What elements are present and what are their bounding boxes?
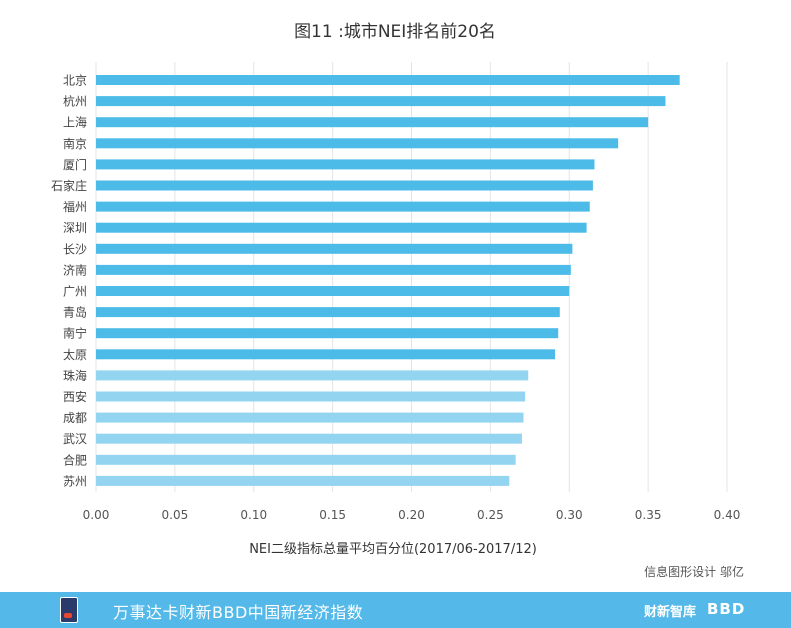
bar [96, 264, 571, 275]
x-tick-label: 0.30 [556, 508, 583, 522]
category-label: 太原 [63, 347, 87, 362]
category-label: 南京 [63, 136, 87, 151]
bar [96, 180, 593, 191]
bar [96, 454, 516, 465]
x-tick-label: 0.40 [714, 508, 741, 522]
bar [96, 222, 587, 233]
bar [96, 159, 595, 170]
category-label: 上海 [63, 115, 87, 130]
bar [96, 370, 529, 381]
bar [96, 138, 619, 149]
bar [96, 243, 573, 254]
bar [96, 328, 559, 339]
category-label: 福州 [63, 199, 87, 214]
category-label: 石家庄 [51, 178, 87, 193]
bar [96, 75, 680, 85]
category-label: 西安 [63, 389, 87, 404]
x-axis-label: NEI二级指标总量平均百分位(2017/06-2017/12) [249, 542, 537, 557]
x-tick-label: 0.15 [319, 508, 346, 522]
chart-title: 图11 :城市NEI排名前20名 [294, 22, 496, 42]
caixin-think-tank-logo: 财新智库 [644, 605, 697, 620]
category-label: 长沙 [63, 242, 87, 256]
category-label: 厦门 [63, 157, 87, 172]
x-tick-label: 0.35 [635, 508, 662, 522]
x-tick-label: 0.05 [162, 508, 189, 522]
category-label: 青岛 [63, 305, 87, 320]
mastercard-card-icon [60, 597, 78, 623]
category-label: 成都 [63, 411, 87, 425]
bar [96, 307, 560, 318]
category-label: 济南 [63, 262, 87, 277]
footer-title: 万事达卡财新BBD中国新经济指数 [113, 603, 364, 622]
bar [96, 201, 590, 212]
bar [96, 96, 666, 107]
category-label: 合肥 [63, 452, 87, 467]
footer-bar: 万事达卡财新BBD中国新经济指数 财新智库 BBD [0, 592, 791, 628]
category-label: 北京 [63, 74, 87, 88]
category-label: 南宁 [63, 326, 87, 341]
bar [96, 391, 526, 402]
x-tick-label: 0.25 [477, 508, 504, 522]
category-label: 杭州 [63, 94, 87, 109]
category-label: 武汉 [63, 432, 87, 446]
x-tick-label: 0.10 [240, 508, 267, 522]
bar [96, 349, 556, 360]
x-tick-label: 0.00 [83, 508, 110, 522]
bbd-logo: BBD [707, 600, 746, 618]
bar [96, 412, 524, 423]
category-label: 珠海 [63, 368, 87, 383]
category-label: 苏州 [63, 474, 87, 488]
design-credit: 信息图形设计 邬亿 [644, 564, 744, 579]
bar [96, 475, 510, 486]
x-tick-label: 0.20 [398, 508, 425, 522]
category-label: 深圳 [63, 221, 87, 235]
bar [96, 433, 522, 444]
bar [96, 117, 649, 128]
category-label: 广州 [63, 285, 87, 299]
bar [96, 286, 570, 296]
chart-area: 图11 :城市NEI排名前20名 0.00 0.05 0.10 0.15 0.20 0.25… [51, 22, 744, 579]
